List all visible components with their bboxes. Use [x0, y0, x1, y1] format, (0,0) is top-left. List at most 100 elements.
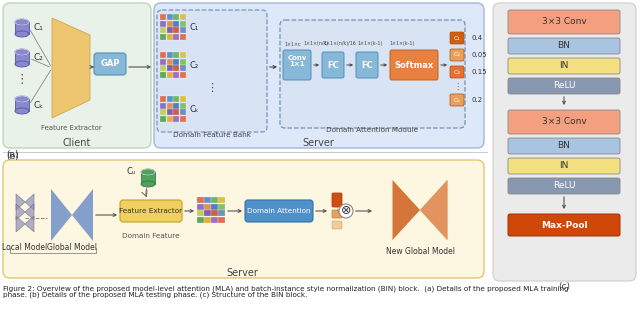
Bar: [166, 52, 173, 58]
FancyBboxPatch shape: [508, 138, 620, 154]
Text: (b): (b): [6, 151, 19, 161]
Bar: [160, 33, 166, 40]
FancyBboxPatch shape: [332, 193, 342, 207]
Bar: [160, 96, 166, 102]
Bar: [173, 27, 179, 33]
Text: Local Model: Local Model: [3, 244, 47, 253]
Bar: [173, 102, 179, 109]
Text: IN: IN: [559, 162, 569, 171]
FancyBboxPatch shape: [332, 210, 342, 218]
Text: 0.2: 0.2: [472, 97, 483, 103]
Bar: [160, 102, 166, 109]
Circle shape: [339, 204, 353, 218]
Text: C₁: C₁: [454, 35, 460, 40]
Text: 1×1×c: 1×1×c: [285, 42, 301, 47]
FancyBboxPatch shape: [283, 50, 311, 80]
Ellipse shape: [15, 49, 29, 55]
Text: 1×1×(n/k)/16: 1×1×(n/k)/16: [324, 42, 356, 47]
Polygon shape: [16, 204, 25, 220]
Ellipse shape: [15, 61, 29, 67]
Bar: [166, 59, 173, 65]
Bar: [179, 14, 186, 20]
Text: 0.05: 0.05: [472, 52, 488, 58]
Text: C₂: C₂: [34, 54, 44, 63]
Text: Max-Pool: Max-Pool: [541, 220, 588, 229]
Text: Conv
1×1: Conv 1×1: [287, 54, 307, 68]
Bar: [166, 27, 173, 33]
FancyBboxPatch shape: [3, 3, 151, 148]
Text: Feature Extractor: Feature Extractor: [40, 125, 101, 131]
FancyBboxPatch shape: [390, 50, 438, 80]
Bar: [173, 52, 179, 58]
Polygon shape: [72, 189, 93, 241]
Text: Domain Feature: Domain Feature: [122, 233, 180, 239]
Bar: [179, 20, 186, 27]
Bar: [166, 115, 173, 122]
Bar: [211, 210, 218, 216]
Text: Domain Attention Module: Domain Attention Module: [326, 127, 418, 133]
FancyBboxPatch shape: [94, 53, 126, 75]
Polygon shape: [16, 216, 25, 232]
Bar: [173, 109, 179, 115]
Bar: [166, 20, 173, 27]
Bar: [197, 210, 204, 216]
FancyBboxPatch shape: [450, 32, 464, 44]
Bar: [141, 172, 155, 184]
Bar: [166, 102, 173, 109]
Bar: [173, 20, 179, 27]
Text: Domain Feature Bank: Domain Feature Bank: [173, 132, 251, 138]
FancyBboxPatch shape: [356, 52, 378, 78]
Bar: [166, 65, 173, 71]
Bar: [15, 99, 29, 111]
Bar: [166, 109, 173, 115]
Text: Domain Attention: Domain Attention: [247, 208, 311, 214]
FancyBboxPatch shape: [450, 49, 464, 61]
Bar: [218, 203, 225, 210]
Text: 0.4: 0.4: [472, 35, 483, 41]
Text: 3×3 Conv: 3×3 Conv: [541, 18, 586, 27]
Text: FC: FC: [327, 60, 339, 69]
Bar: [173, 14, 179, 20]
Bar: [197, 203, 204, 210]
Text: ⋮: ⋮: [207, 83, 218, 93]
Bar: [179, 65, 186, 71]
Bar: [160, 71, 166, 78]
Ellipse shape: [141, 169, 155, 175]
Text: Cₖ: Cₖ: [190, 105, 200, 114]
Bar: [160, 52, 166, 58]
Bar: [179, 96, 186, 102]
Bar: [211, 217, 218, 223]
FancyBboxPatch shape: [508, 58, 620, 74]
Text: (c): (c): [558, 283, 570, 291]
FancyBboxPatch shape: [245, 200, 313, 222]
Bar: [166, 33, 173, 40]
Text: Server: Server: [302, 138, 334, 148]
Text: GAP: GAP: [100, 59, 120, 69]
Bar: [179, 102, 186, 109]
Bar: [204, 217, 211, 223]
Text: Server: Server: [226, 268, 258, 278]
Text: ReLU: ReLU: [553, 182, 575, 191]
Bar: [173, 115, 179, 122]
Text: Feature Extractor: Feature Extractor: [120, 208, 182, 214]
Text: ⋮: ⋮: [453, 81, 461, 90]
FancyBboxPatch shape: [120, 200, 182, 222]
Text: 1×1×(n/k): 1×1×(n/k): [303, 42, 328, 47]
Bar: [204, 203, 211, 210]
Text: C₃: C₃: [454, 69, 460, 74]
Text: phase. (b) Details of the proposed MLA testing phase. (c) Structure of the BIN b: phase. (b) Details of the proposed MLA t…: [3, 292, 307, 299]
Text: 1×1×(k-1): 1×1×(k-1): [389, 42, 415, 47]
Bar: [173, 65, 179, 71]
Bar: [15, 52, 29, 64]
Text: BN: BN: [557, 42, 570, 50]
Bar: [179, 33, 186, 40]
FancyBboxPatch shape: [508, 78, 620, 94]
FancyBboxPatch shape: [493, 3, 636, 281]
Text: ⊗: ⊗: [340, 204, 351, 218]
FancyBboxPatch shape: [508, 214, 620, 236]
Bar: [173, 71, 179, 78]
Bar: [160, 115, 166, 122]
Bar: [166, 96, 173, 102]
FancyBboxPatch shape: [508, 10, 620, 34]
Text: 0.15: 0.15: [472, 69, 488, 75]
